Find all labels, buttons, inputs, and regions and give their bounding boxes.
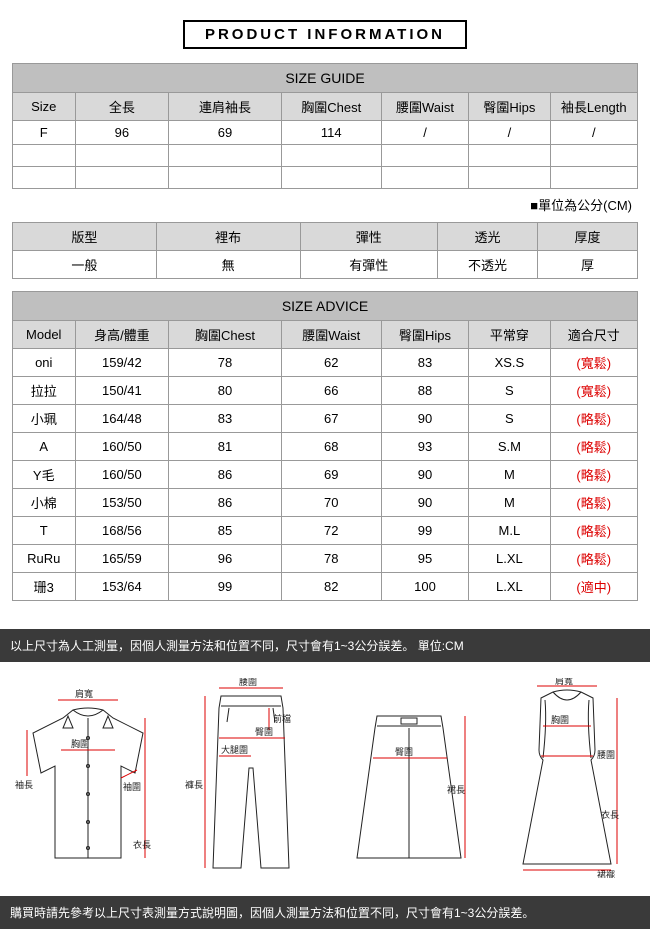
svg-text:袖長: 袖長 bbox=[15, 779, 33, 790]
note-bottom: 購買時請先參考以上尺寸表測量方式說明圖，因個人測量方法和位置不同，尺寸會有1~3… bbox=[0, 896, 650, 929]
measurement-diagrams: 肩寬 胸圍 袖長 袖圍 衣長 腰圍 前檔 臀圍 大腿圍 褲長 臀圍 裙長 bbox=[0, 668, 650, 882]
svg-text:大腿圍: 大腿圍 bbox=[221, 744, 248, 755]
fit-cell: (略鬆) bbox=[550, 545, 638, 573]
note-top: 以上尺寸為人工測量，因個人測量方法和位置不同，尺寸會有1~3公分誤差。 單位:C… bbox=[0, 629, 650, 662]
svg-text:胸圍: 胸圍 bbox=[551, 714, 569, 725]
size-guide-header: SIZE GUIDE bbox=[13, 64, 638, 93]
svg-text:衣長: 衣長 bbox=[601, 809, 619, 820]
svg-text:臀圍: 臀圍 bbox=[255, 727, 273, 737]
svg-text:臀圍: 臀圍 bbox=[395, 747, 413, 757]
attributes-table: 版型裡布彈性透光厚度 一般無有彈性不透光厚 bbox=[12, 222, 638, 279]
fit-cell: (寬鬆) bbox=[550, 377, 638, 405]
diagram-shirt: 肩寬 胸圍 袖長 袖圍 衣長 bbox=[13, 688, 163, 878]
table-row: 珊3153/649982100L.XL(適中) bbox=[13, 573, 638, 601]
unit-note: ■單位為公分(CM) bbox=[12, 191, 638, 218]
table-row: RuRu165/59967895L.XL(略鬆) bbox=[13, 545, 638, 573]
col-header: 連肩袖長 bbox=[169, 93, 282, 121]
page-title: PRODUCT INFORMATION bbox=[183, 20, 467, 49]
table-row: F9669114/// bbox=[13, 121, 638, 145]
fit-cell: (略鬆) bbox=[550, 489, 638, 517]
col-header: 臀圍Hips bbox=[469, 93, 550, 121]
table-row: T168/56857299M.L(略鬆) bbox=[13, 517, 638, 545]
attr-headers: 版型裡布彈性透光厚度 bbox=[13, 223, 638, 251]
svg-text:衣長: 衣長 bbox=[133, 839, 151, 850]
size-guide-table: SIZE GUIDE Size全長連肩袖長胸圍Chest腰圍Waist臀圍Hip… bbox=[12, 63, 638, 189]
table-row: 小棉153/50867090M(略鬆) bbox=[13, 489, 638, 517]
table-row: 拉拉150/41806688S(寬鬆) bbox=[13, 377, 638, 405]
fit-cell: (略鬆) bbox=[550, 461, 638, 489]
svg-text:肩寬: 肩寬 bbox=[555, 678, 573, 686]
svg-text:前檔: 前檔 bbox=[273, 713, 291, 724]
svg-text:裙長: 裙長 bbox=[447, 784, 465, 795]
fit-cell: (略鬆) bbox=[550, 517, 638, 545]
diagram-skirt: 臀圍 裙長 bbox=[339, 698, 479, 878]
col-header: Size bbox=[13, 93, 76, 121]
table-row bbox=[13, 167, 638, 189]
size-guide-columns: Size全長連肩袖長胸圍Chest腰圍Waist臀圍Hips袖長Length bbox=[13, 93, 638, 121]
svg-text:肩寬: 肩寬 bbox=[75, 688, 93, 699]
size-advice-table: SIZE ADVICE Model身高/體重胸圍Chest腰圍Waist臀圍Hi… bbox=[12, 291, 638, 601]
size-advice-header: SIZE ADVICE bbox=[13, 292, 638, 321]
diagram-pants: 腰圍 前檔 臀圍 大腿圍 褲長 bbox=[181, 678, 321, 878]
fit-cell: (寬鬆) bbox=[550, 349, 638, 377]
table-row: 小珮164/48836790S(略鬆) bbox=[13, 405, 638, 433]
advice-columns: Model身高/體重胸圍Chest腰圍Waist臀圍Hips平常穿適合尺寸 bbox=[13, 321, 638, 349]
col-header: 腰圍Waist bbox=[381, 93, 469, 121]
svg-text:袖圍: 袖圍 bbox=[123, 781, 141, 792]
fit-cell: (適中) bbox=[550, 573, 638, 601]
col-header: 全長 bbox=[75, 93, 169, 121]
table-row: A160/50816893S.M(略鬆) bbox=[13, 433, 638, 461]
attr-values: 一般無有彈性不透光厚 bbox=[13, 251, 638, 279]
col-header: 袖長Length bbox=[550, 93, 638, 121]
svg-text:腰圍: 腰圍 bbox=[597, 750, 615, 760]
table-row: oni159/42786283XS.S(寬鬆) bbox=[13, 349, 638, 377]
svg-text:裙襬: 裙襬 bbox=[597, 869, 615, 878]
svg-text:腰圍: 腰圍 bbox=[239, 678, 257, 687]
svg-text:褲長: 褲長 bbox=[185, 779, 203, 790]
table-row bbox=[13, 145, 638, 167]
diagram-dress: 肩寬 胸圍 腰圍 衣長 裙襬 bbox=[497, 678, 637, 878]
svg-text:胸圍: 胸圍 bbox=[71, 738, 89, 749]
fit-cell: (略鬆) bbox=[550, 433, 638, 461]
fit-cell: (略鬆) bbox=[550, 405, 638, 433]
col-header: 胸圍Chest bbox=[281, 93, 381, 121]
table-row: Y毛160/50866990M(略鬆) bbox=[13, 461, 638, 489]
